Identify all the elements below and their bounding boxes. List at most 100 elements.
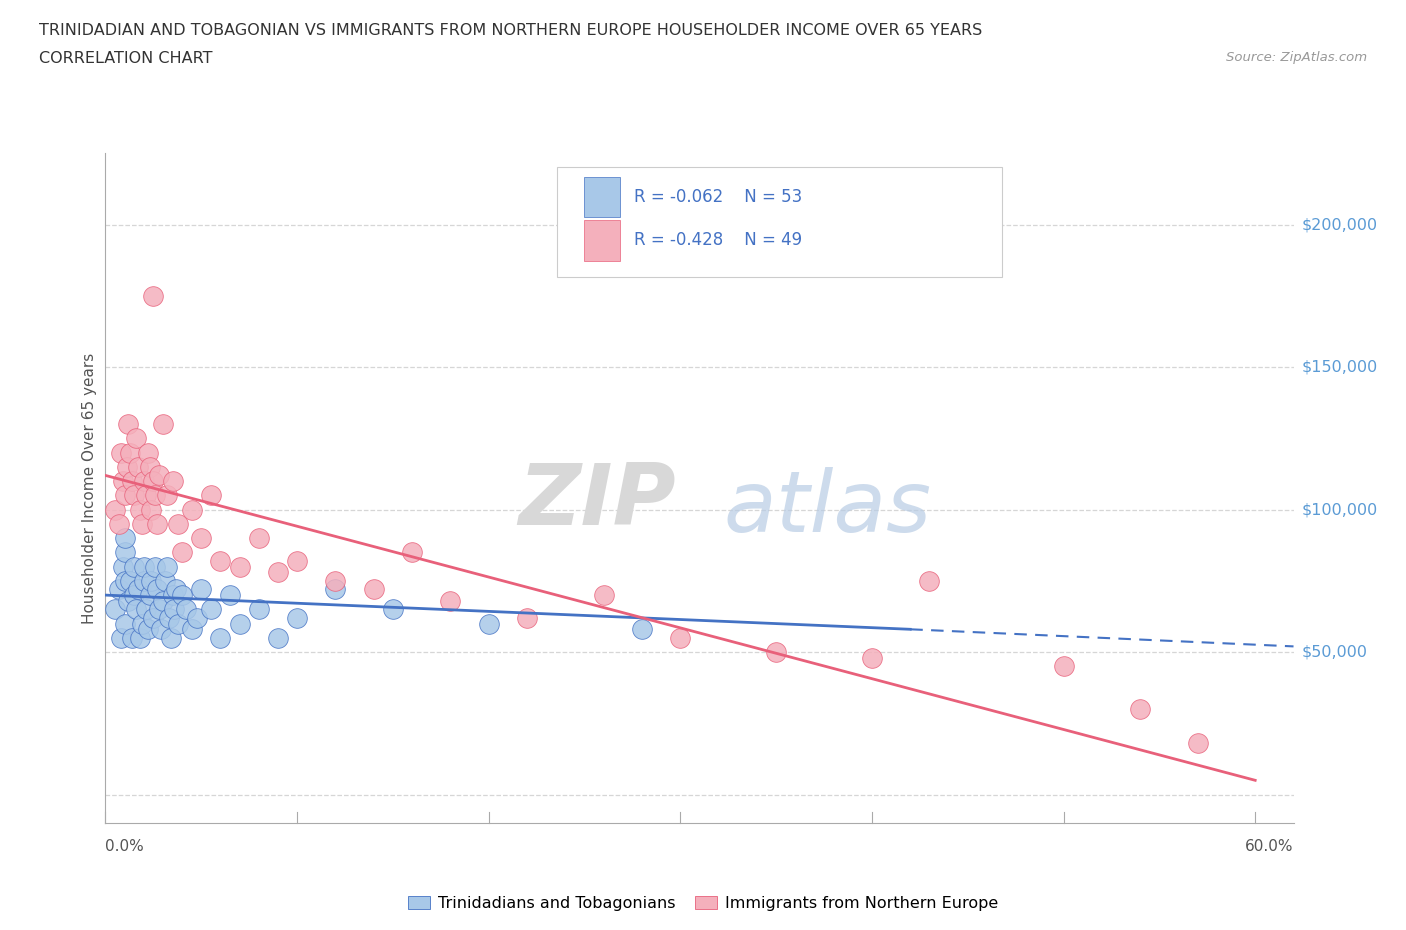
Point: [129, 631, 152, 645]
Point: [120, 574, 142, 589]
Point: [152, 593, 174, 608]
Point: [247, 531, 270, 546]
Text: CORRELATION CHART: CORRELATION CHART: [39, 51, 212, 66]
Text: Source: ZipAtlas.com: Source: ZipAtlas.com: [1226, 51, 1367, 64]
Point: [110, 445, 132, 460]
Point: [1052, 658, 1074, 673]
Point: [918, 574, 941, 589]
Point: [163, 602, 186, 617]
Point: [104, 602, 127, 617]
Point: [153, 574, 176, 589]
Point: [186, 610, 208, 625]
Point: [108, 516, 131, 531]
Point: [108, 582, 131, 597]
Bar: [585, 220, 620, 260]
Point: [285, 553, 308, 568]
Point: [115, 459, 138, 474]
Point: [860, 650, 883, 665]
Point: [381, 602, 404, 617]
Point: [135, 602, 157, 617]
Point: [190, 531, 212, 546]
Point: [120, 445, 142, 460]
Point: [150, 622, 173, 637]
Text: $50,000: $50,000: [1302, 644, 1368, 659]
FancyBboxPatch shape: [557, 166, 1002, 277]
Point: [122, 559, 145, 574]
Point: [247, 602, 270, 617]
Point: [478, 617, 501, 631]
Point: [167, 617, 190, 631]
Point: [146, 582, 169, 597]
Point: [146, 516, 169, 531]
Point: [200, 602, 222, 617]
Point: [209, 631, 232, 645]
Text: R = -0.062    N = 53: R = -0.062 N = 53: [634, 188, 803, 206]
Point: [180, 622, 202, 637]
Point: [132, 574, 155, 589]
Point: [267, 565, 290, 579]
Point: [117, 417, 139, 432]
Text: R = -0.428    N = 49: R = -0.428 N = 49: [634, 232, 803, 249]
Point: [143, 488, 166, 503]
Bar: [585, 177, 620, 217]
Point: [127, 582, 149, 597]
Point: [132, 473, 155, 488]
Point: [439, 593, 461, 608]
Point: [111, 559, 134, 574]
Point: [125, 431, 148, 445]
Point: [325, 574, 347, 589]
Point: [122, 488, 145, 503]
Point: [172, 545, 194, 560]
Point: [121, 631, 143, 645]
Point: [142, 473, 165, 488]
Point: [190, 582, 212, 597]
Point: [136, 445, 159, 460]
Point: [122, 588, 145, 603]
Point: [228, 559, 250, 574]
Point: [104, 502, 127, 517]
Text: TRINIDADIAN AND TOBAGONIAN VS IMMIGRANTS FROM NORTHERN EUROPE HOUSEHOLDER INCOME: TRINIDADIAN AND TOBAGONIAN VS IMMIGRANTS…: [39, 23, 983, 38]
Point: [127, 459, 149, 474]
Point: [135, 488, 157, 503]
Point: [141, 502, 163, 517]
Point: [143, 559, 166, 574]
Point: [363, 582, 385, 597]
Point: [162, 588, 184, 603]
Point: [228, 617, 250, 631]
Point: [156, 488, 179, 503]
Point: [132, 559, 155, 574]
Point: [285, 610, 308, 625]
Point: [174, 602, 197, 617]
Point: [1187, 736, 1209, 751]
Point: [131, 617, 153, 631]
Point: [172, 588, 194, 603]
Point: [111, 473, 134, 488]
Point: [125, 602, 148, 617]
Point: [669, 631, 692, 645]
Point: [117, 593, 139, 608]
Point: [129, 502, 152, 517]
Point: [142, 610, 165, 625]
Point: [156, 559, 179, 574]
Point: [765, 644, 787, 659]
Point: [138, 588, 160, 603]
Point: [121, 473, 143, 488]
Point: [167, 516, 190, 531]
Point: [165, 582, 187, 597]
Point: [114, 545, 136, 560]
Point: [141, 574, 163, 589]
Text: ZIP: ZIP: [517, 460, 676, 543]
Point: [200, 488, 222, 503]
Point: [162, 473, 184, 488]
Point: [1129, 701, 1152, 716]
Point: [592, 588, 614, 603]
Point: [148, 602, 170, 617]
Text: $100,000: $100,000: [1302, 502, 1378, 517]
Point: [110, 631, 132, 645]
Text: atlas: atlas: [723, 467, 931, 550]
Text: $200,000: $200,000: [1302, 218, 1378, 232]
Point: [114, 617, 136, 631]
Legend: Trinidadians and Tobagonians, Immigrants from Northern Europe: Trinidadians and Tobagonians, Immigrants…: [401, 889, 1005, 917]
Point: [267, 631, 290, 645]
Point: [136, 622, 159, 637]
